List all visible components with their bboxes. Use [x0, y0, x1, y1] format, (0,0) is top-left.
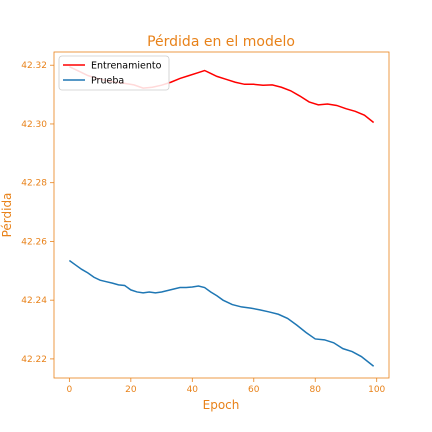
- x-tick-label: 60: [248, 385, 260, 395]
- y-tick-label: 42.32: [21, 61, 47, 71]
- x-tick-label: 0: [66, 385, 72, 395]
- y-tick-label: 42.22: [21, 355, 47, 365]
- legend-label-prueba: Prueba: [91, 76, 124, 87]
- y-tick-label: 42.28: [21, 179, 47, 189]
- legend: Entrenamiento Prueba: [58, 55, 170, 91]
- x-axis-label: Epoch: [203, 398, 240, 412]
- series-line-prueba: [68, 259, 375, 367]
- x-tick-label: 40: [187, 385, 199, 395]
- y-tick-label: 42.30: [21, 120, 47, 130]
- y-axis-ticks: 42.22 42.24 42.26 42.28 42.30 42.32: [21, 61, 54, 365]
- series-layer: [68, 66, 375, 367]
- x-tick-label: 100: [368, 385, 385, 395]
- legend-label-entrenamiento: Entrenamiento: [91, 61, 162, 72]
- y-axis-label: Pérdida: [0, 193, 14, 238]
- x-tick-label: 80: [310, 385, 322, 395]
- y-tick-label: 42.26: [21, 237, 47, 247]
- x-tick-label: 20: [125, 385, 137, 395]
- legend-box: [58, 55, 170, 91]
- y-tick-label: 42.24: [21, 296, 47, 306]
- x-axis-ticks: 0 20 40 60 80 100: [66, 378, 386, 395]
- chart-title: Pérdida en el modelo: [147, 34, 295, 50]
- plot-frame: [53, 51, 390, 379]
